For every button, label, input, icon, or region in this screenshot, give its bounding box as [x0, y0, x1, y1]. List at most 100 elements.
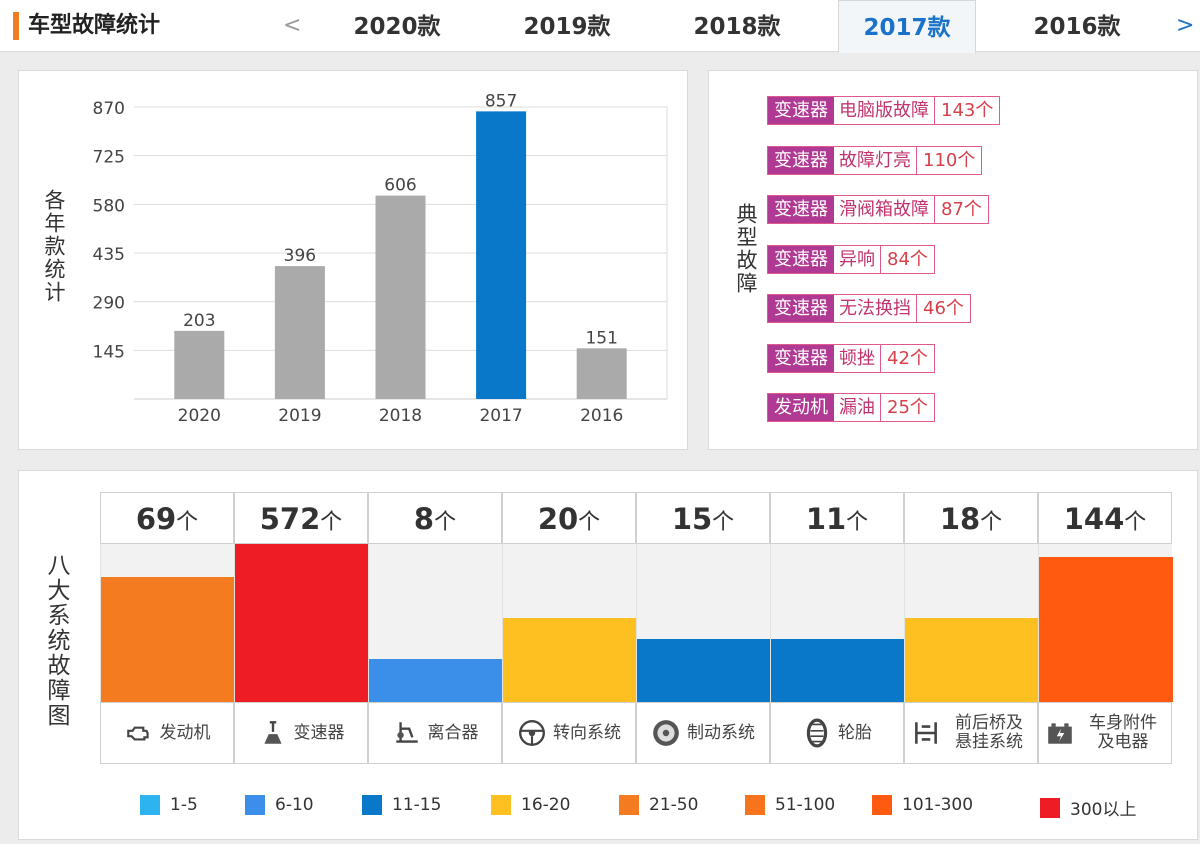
typical-faults-label: 典型故障	[734, 203, 758, 295]
system-column: 572个变速器	[234, 492, 369, 772]
clutch-icon	[395, 722, 418, 743]
system-bar-fill	[101, 577, 235, 702]
bar-2017	[476, 111, 527, 399]
system-name: 车身附件及电器	[1089, 713, 1157, 752]
suspension-icon	[915, 722, 937, 744]
system-count-value: 572	[259, 502, 321, 536]
system-count-cell: 8个	[368, 492, 502, 544]
system-label-cell: 离合器	[368, 702, 502, 764]
legend-label: 51-100	[775, 795, 836, 815]
system-count-unit: 个	[320, 510, 343, 535]
system-label-cell: 制动系统	[636, 702, 770, 764]
legend-item: 101-300	[872, 795, 973, 815]
bar-2016	[576, 348, 627, 399]
fault-system-tag: 变速器	[768, 344, 834, 372]
system-label-cell: 转向系统	[502, 702, 636, 764]
header-bar: 车型故障统计 < 2020款 2019款 2018款 2017款 2016款 >	[0, 0, 1200, 53]
next-year-arrow-icon[interactable]: >	[1176, 13, 1195, 38]
system-bar-track	[904, 544, 1039, 702]
system-count-unit: 个	[980, 510, 1003, 535]
system-name: 转向系统	[553, 722, 621, 743]
y-tick-label: 290	[93, 294, 125, 314]
system-bar-track	[636, 544, 771, 702]
fault-description: 电脑版故障	[834, 97, 935, 124]
system-bar-track	[770, 544, 905, 702]
system-count-value: 11	[805, 502, 847, 536]
legend-label: 101-300	[902, 795, 974, 815]
system-column: 69个 发动机	[100, 492, 235, 772]
legend-item: 6-10	[245, 795, 314, 815]
system-count-unit: 个	[846, 510, 869, 535]
system-bar-track	[502, 544, 637, 702]
system-label-cell: 轮胎	[770, 702, 904, 764]
fault-count: 110个	[923, 149, 976, 171]
x-tick-label-2018: 2018	[379, 406, 422, 426]
tab-2020[interactable]: 2020款	[353, 14, 441, 40]
system-name: 离合器	[427, 722, 479, 743]
system-name: 制动系统	[687, 722, 755, 743]
fault-description: 滑阀箱故障	[834, 196, 935, 223]
fault-system-tag: 变速器	[768, 196, 834, 223]
system-bar-fill	[1039, 556, 1173, 702]
tab-2018[interactable]: 2018款	[693, 14, 781, 40]
tire-icon	[806, 718, 828, 748]
system-count-cell: 144个	[1038, 492, 1172, 544]
fault-description: 漏油	[834, 394, 881, 421]
y-tick-label: 870	[93, 99, 125, 119]
legend-label: 11-15	[392, 795, 442, 815]
system-count-cell: 69个	[100, 492, 234, 544]
steering-wheel-icon	[519, 720, 545, 746]
system-count-value: 20	[537, 502, 579, 536]
data-label-2018: 606	[384, 176, 416, 196]
title-accent-bar	[13, 12, 19, 40]
brake-disc-icon	[653, 720, 679, 746]
system-count-value: 15	[671, 502, 713, 536]
data-label-2017: 857	[485, 91, 517, 111]
legend-swatch	[245, 795, 265, 815]
system-bar-track	[234, 544, 369, 702]
battery-icon	[1048, 723, 1072, 744]
system-count-value: 18	[939, 502, 981, 536]
system-count-value: 8	[413, 502, 435, 536]
system-label-cell: 变速器	[234, 702, 368, 764]
data-label-2020: 203	[183, 311, 215, 331]
system-name: 前后桥及悬挂系统	[955, 713, 1023, 752]
tab-2017[interactable]: 2017款	[838, 0, 976, 53]
fault-count: 42个	[887, 347, 928, 369]
system-bar-track	[368, 544, 503, 702]
system-count-unit: 个	[434, 510, 457, 535]
gear-shifter-icon	[263, 721, 282, 744]
fault-item: 变速器 电脑版故障 143个	[767, 96, 1001, 125]
system-label-cell: 前后桥及悬挂系统	[904, 702, 1038, 764]
legend-item: 51-100	[745, 795, 835, 815]
legend-swatch	[491, 795, 511, 815]
legend-item: 300以上	[1040, 795, 1136, 820]
fault-description: 异响	[834, 245, 881, 273]
system-bar-track	[1038, 544, 1173, 702]
previous-year-arrow-icon[interactable]: <	[283, 13, 302, 38]
legend-swatch	[619, 795, 639, 815]
system-name: 轮胎	[838, 722, 872, 743]
fault-item: 发动机 漏油 25个	[767, 393, 935, 422]
legend-label: 6-10	[275, 795, 314, 815]
legend-label: 21-50	[649, 795, 699, 815]
bar-2019	[274, 266, 325, 399]
tab-2019[interactable]: 2019款	[523, 14, 611, 40]
data-label-2016: 151	[585, 328, 617, 348]
legend-item: 1-5	[140, 795, 198, 815]
fault-item: 变速器 无法换挡 46个	[767, 294, 971, 323]
tab-2016[interactable]: 2016款	[1033, 14, 1121, 40]
system-bar-fill	[637, 638, 771, 702]
system-column: 11个轮胎	[770, 492, 905, 772]
fault-system-tag: 变速器	[768, 146, 834, 174]
system-column: 8个离合器	[368, 492, 503, 772]
fault-item: 变速器 故障灯亮 110个	[767, 145, 983, 175]
engine-icon	[126, 726, 149, 741]
fault-item: 变速器 滑阀箱故障 87个	[767, 195, 989, 224]
system-column: 20个 转向系统	[502, 492, 637, 772]
fault-system-tag: 变速器	[768, 245, 834, 273]
system-bar-fill	[503, 618, 637, 702]
legend-swatch	[1040, 797, 1060, 818]
fault-description: 顿挫	[834, 344, 881, 372]
fault-count: 143个	[941, 100, 994, 121]
